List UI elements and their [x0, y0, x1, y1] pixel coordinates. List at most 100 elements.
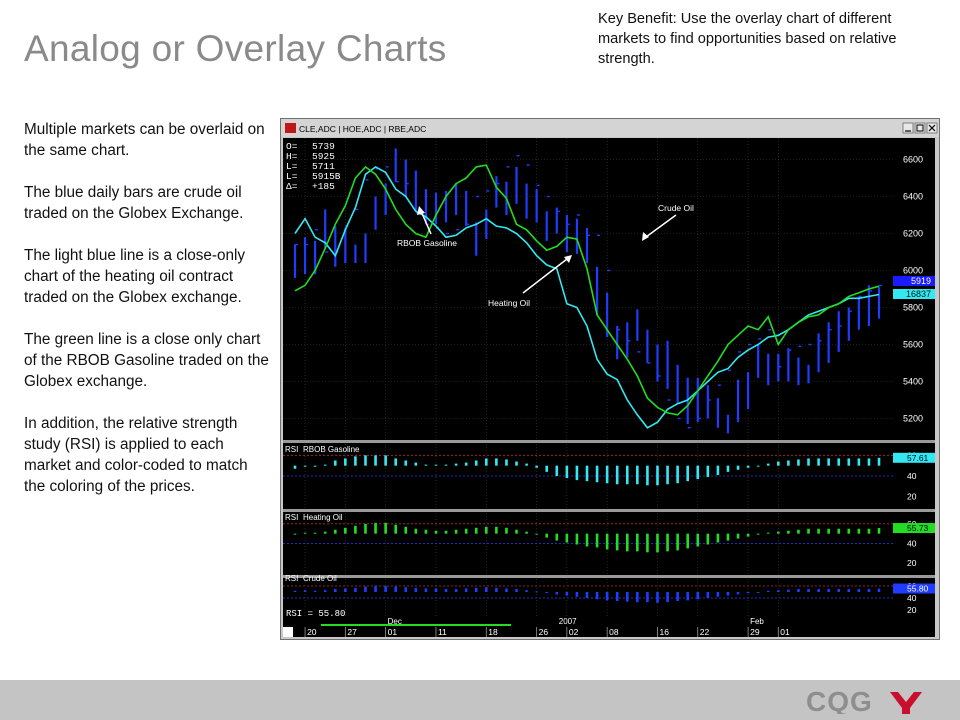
cqg-logo-mark-icon: [890, 692, 922, 714]
rsi-tick-label: 20: [907, 558, 917, 568]
rsi-rbob-bar: [756, 465, 760, 467]
rsi-rbob-bar: [525, 463, 528, 466]
price-tick-label: 6200: [903, 229, 923, 239]
date-label: 11: [438, 627, 447, 637]
rsi-crude-bar: [344, 588, 347, 592]
chart-window[interactable]: CLE,ADC | HOE,ADC | RBE,ADC 60402057.616…: [280, 118, 940, 640]
date-label: 18: [488, 627, 498, 637]
cqg-logo-text: CQG: [806, 688, 873, 714]
annotation-crude-label: Crude Oil: [658, 203, 694, 213]
close-icon[interactable]: [926, 122, 938, 134]
rsi-crude-bar: [827, 589, 830, 592]
rsi-crude-bar: [313, 590, 317, 592]
price-tick-label: 5800: [903, 303, 923, 313]
rbob-gasoline-line: [294, 164, 880, 416]
rsi-crude-bar: [696, 592, 700, 600]
price-tick-label: 6600: [903, 155, 923, 165]
minimize-icon[interactable]: [902, 122, 914, 134]
rsi-rbob-bar: [354, 456, 357, 466]
rsi-rbob-bar: [545, 465, 549, 472]
rsi-rbob-bar: [696, 465, 700, 480]
rsi-rbob-bar: [333, 460, 337, 466]
rsi-panel-heating-header: RSI Heating Oil: [285, 513, 343, 522]
rsi-heating-bar: [807, 528, 810, 534]
rsi-rbob-bar: [817, 458, 820, 466]
rsi-heating-bar: [545, 533, 549, 538]
rsi-heating-bar: [454, 529, 458, 534]
rsi-heating-bar: [625, 533, 629, 552]
rsi-tick-label: 40: [907, 471, 917, 481]
ohlc-value: 5915B: [312, 171, 341, 182]
panel-divider[interactable]: [283, 509, 935, 512]
rsi-crude-bar: [303, 590, 307, 592]
date-label: 20: [307, 627, 317, 637]
ohlc-label: O=: [286, 141, 298, 152]
rsi-rbob-bar: [515, 461, 518, 466]
rsi-crude-bar: [877, 588, 881, 592]
cqg-app-icon[interactable]: [285, 123, 296, 133]
rsi-heating-bar: [525, 531, 528, 534]
price-tick-label: 5200: [903, 414, 923, 424]
rsi-crude-bar: [656, 592, 659, 603]
panel-divider[interactable]: [283, 575, 935, 578]
rsi-heating-bar: [837, 528, 841, 534]
rsi-panel-rbob-header: RSI RBOB Gasoline: [285, 445, 360, 454]
rsi-crude-bar: [575, 592, 579, 597]
rsi-heating-bar: [756, 533, 760, 535]
panel-divider[interactable]: [283, 440, 935, 443]
rsi-heating-bar: [374, 522, 377, 534]
rsi-heating-bar: [766, 532, 770, 534]
date-label: 27: [347, 627, 357, 637]
rsi-panel-crude-header: RSI Crude Oil: [285, 574, 337, 583]
overlay-chart[interactable]: CLE,ADC | HOE,ADC | RBE,ADC 60402057.616…: [281, 119, 939, 639]
rsi-heating-bar: [585, 533, 589, 547]
last-price-crude: 5919: [911, 276, 931, 286]
rsi-crude-bar: [394, 586, 397, 592]
cqg-logo: CQG: [806, 688, 922, 714]
ohlc-label: Δ=: [286, 181, 298, 192]
rsi-heating-bar: [746, 533, 750, 537]
rsi-heating-bar: [595, 533, 599, 548]
rsi-rbob-bar: [394, 458, 397, 466]
rsi-crude-bar: [515, 589, 518, 592]
maximize-icon[interactable]: [914, 122, 926, 134]
rsi-heating-bar: [444, 530, 448, 534]
heating-oil-line: [294, 165, 880, 429]
month-label: 2007: [559, 617, 577, 626]
ohlc-value: 5739: [312, 141, 335, 152]
rsi-rbob-bar: [474, 460, 478, 466]
price-tick-label: 6000: [903, 266, 923, 276]
rsi-crude-bar: [323, 590, 327, 592]
note-paragraph-heating: The light blue line is a close-only char…: [24, 247, 246, 306]
rsi-crude-bar: [293, 590, 297, 592]
rsi-crude-bar: [605, 592, 609, 601]
rsi-crude-value: 55.80: [907, 584, 929, 594]
rsi-rbob-bar: [656, 465, 659, 486]
rsi-crude-bar: [615, 592, 619, 601]
rsi-crude-bar: [585, 592, 589, 598]
rsi-rbob-bar: [444, 464, 448, 466]
rsi-rbob-bar: [777, 461, 780, 466]
rsi-heating-bar: [787, 530, 790, 534]
rsi-crude-bar: [797, 589, 800, 592]
rsi-crude-bar: [807, 589, 810, 592]
rsi-rbob-bar: [746, 465, 750, 468]
ohlc-label: L=: [286, 171, 298, 182]
rsi-heating-bar: [293, 533, 297, 535]
rsi-tag: RSI: [285, 445, 298, 454]
rsi-rbob-bar: [495, 458, 498, 466]
annotation-rbob-label: RBOB Gasoline: [397, 238, 457, 248]
footer-bar: [0, 680, 960, 720]
rsi-rbob-bar: [505, 459, 508, 466]
rsi-rbob-value-tag: [893, 452, 935, 463]
scroll-handle[interactable]: [283, 627, 293, 637]
rsi-crude-bar: [636, 592, 639, 603]
rsi-crude-bar: [746, 592, 750, 594]
rsi-heating-bar: [847, 528, 851, 534]
rsi-crude-bar: [646, 592, 649, 603]
rsi-heating-bar: [736, 533, 740, 539]
chart-titlebar[interactable]: [281, 119, 939, 137]
rsi-crude-bar: [756, 592, 760, 593]
rsi-rbob-bar: [555, 465, 559, 476]
annotation-heating-label: Heating Oil: [488, 298, 530, 308]
